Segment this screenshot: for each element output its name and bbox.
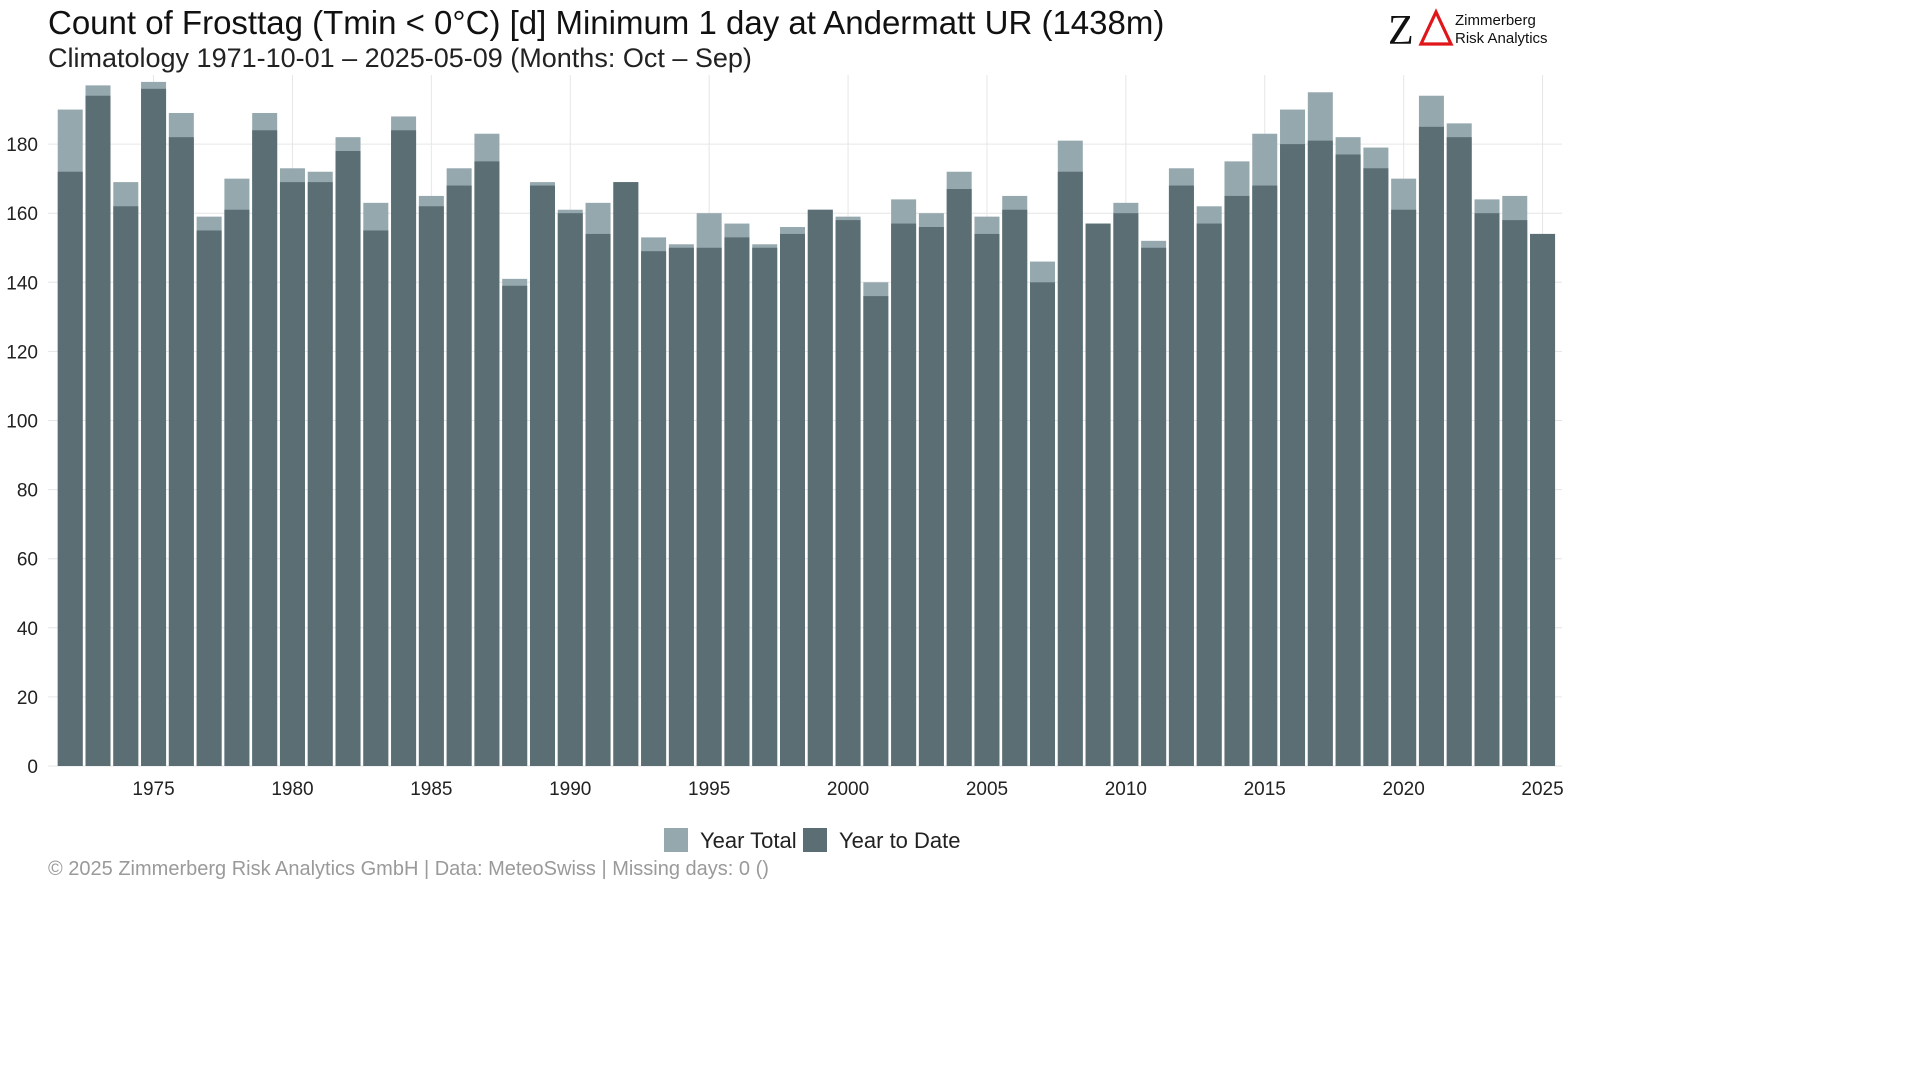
bar-year-to-date bbox=[1224, 195, 1250, 767]
bar-year-to-date bbox=[1418, 126, 1444, 766]
y-tick-label: 120 bbox=[6, 342, 38, 363]
y-tick-label: 60 bbox=[17, 550, 38, 571]
bar-year-to-date bbox=[752, 247, 778, 766]
footer-caption: © 2025 Zimmerberg Risk Analytics GmbH | … bbox=[48, 858, 769, 880]
bar-year-to-date bbox=[807, 209, 833, 766]
chart: Count of Frosttag (Tmin < 0°C) [d] Minim… bbox=[6, 4, 1563, 880]
bar-year-to-date bbox=[585, 233, 611, 766]
bar-year-to-date bbox=[641, 251, 667, 766]
bar-year-to-date bbox=[1307, 140, 1333, 766]
bar-year-to-date bbox=[696, 247, 722, 766]
bar-year-to-date bbox=[224, 209, 250, 766]
bar-year-to-date bbox=[1085, 223, 1111, 766]
y-tick-label: 140 bbox=[6, 273, 38, 294]
y-tick-label: 20 bbox=[17, 688, 38, 709]
bar-year-to-date bbox=[668, 247, 694, 766]
x-tick-label: 2005 bbox=[966, 779, 1008, 800]
x-tick-label: 2015 bbox=[1244, 779, 1286, 800]
y-tick-label: 0 bbox=[27, 757, 38, 778]
y-tick-label: 40 bbox=[17, 619, 38, 640]
bar-year-to-date bbox=[1363, 168, 1389, 766]
bar-year-to-date bbox=[529, 185, 555, 766]
legend: Year Total Year to Date bbox=[664, 828, 961, 853]
x-tick-label: 1975 bbox=[132, 779, 174, 800]
bar-year-to-date bbox=[1252, 185, 1278, 766]
x-tick-label: 1980 bbox=[271, 779, 313, 800]
bar-year-to-date bbox=[724, 237, 750, 766]
bar-year-to-date bbox=[1502, 220, 1528, 767]
bar-year-to-date bbox=[1446, 137, 1472, 766]
bar-year-to-date bbox=[307, 182, 333, 767]
bar-year-to-date bbox=[252, 130, 278, 766]
bar-year-to-date bbox=[1002, 209, 1028, 766]
bar-year-to-date bbox=[446, 185, 472, 766]
legend-swatch-year-to-date bbox=[803, 828, 827, 852]
y-tick-label: 160 bbox=[6, 204, 38, 225]
bar-year-to-date bbox=[974, 233, 1000, 766]
bar-year-to-date bbox=[391, 130, 417, 766]
y-tick-label: 180 bbox=[6, 135, 38, 156]
bar-year-to-date bbox=[946, 189, 972, 766]
bars-year-to-date bbox=[57, 88, 1556, 767]
bar-year-to-date bbox=[1391, 209, 1417, 766]
bar-year-to-date bbox=[779, 233, 805, 766]
x-tick-label: 2010 bbox=[1105, 779, 1147, 800]
bar-year-to-date bbox=[1280, 144, 1306, 767]
bar-year-to-date bbox=[835, 220, 861, 767]
chart-title: Count of Frosttag (Tmin < 0°C) [d] Minim… bbox=[48, 4, 1164, 41]
bar-year-to-date bbox=[113, 206, 139, 767]
bar-year-to-date bbox=[1030, 282, 1056, 766]
bar-year-to-date bbox=[1168, 185, 1194, 766]
legend-swatch-year-total bbox=[664, 828, 688, 852]
bar-year-to-date bbox=[613, 182, 639, 767]
y-axis: 0 20 40 60 80 100 120 140 160 180 bbox=[6, 135, 38, 778]
bar-year-to-date bbox=[1141, 247, 1167, 766]
logo-line1: Zimmerberg bbox=[1455, 12, 1536, 29]
bar-year-to-date bbox=[1196, 223, 1222, 766]
bar-year-to-date bbox=[474, 161, 500, 766]
bar-year-to-date bbox=[918, 227, 944, 766]
bar-year-to-date bbox=[502, 285, 528, 766]
bar-year-to-date bbox=[57, 171, 83, 767]
bar-year-to-date bbox=[363, 230, 389, 767]
bar-year-to-date bbox=[557, 213, 583, 766]
bar-year-to-date bbox=[1057, 171, 1083, 767]
x-tick-label: 1995 bbox=[688, 779, 730, 800]
bar-year-to-date bbox=[891, 223, 917, 766]
x-tick-label: 2020 bbox=[1383, 779, 1425, 800]
legend-label-year-total: Year Total bbox=[700, 828, 797, 853]
bar-year-to-date bbox=[85, 95, 111, 767]
bar-year-to-date bbox=[196, 230, 222, 767]
legend-label-year-to-date: Year to Date bbox=[839, 828, 961, 853]
x-tick-label: 1990 bbox=[549, 779, 591, 800]
bar-year-to-date bbox=[335, 151, 361, 766]
bar-year-to-date bbox=[1113, 213, 1139, 766]
logo-line2: Risk Analytics bbox=[1455, 30, 1548, 47]
bar-year-to-date bbox=[1474, 213, 1500, 766]
bar-year-to-date bbox=[418, 206, 444, 767]
logo-z-glyph: Z bbox=[1388, 8, 1414, 54]
chart-subtitle: Climatology 1971-10-01 – 2025-05-09 (Mon… bbox=[48, 43, 752, 73]
bar-year-to-date bbox=[279, 182, 305, 767]
bar-year-to-date bbox=[1335, 154, 1361, 767]
x-tick-label: 1985 bbox=[410, 779, 452, 800]
brand-logo: Z Zimmerberg Risk Analytics bbox=[1388, 8, 1548, 54]
x-axis: 1975 1980 1985 1990 1995 2000 2005 2010 2015 2020… bbox=[132, 779, 1563, 800]
bar-year-to-date bbox=[168, 137, 194, 766]
y-tick-label: 100 bbox=[6, 412, 38, 433]
x-tick-label: 2000 bbox=[827, 779, 869, 800]
y-tick-label: 80 bbox=[17, 481, 38, 502]
logo-delta-glyph bbox=[1418, 8, 1454, 46]
bar-year-to-date bbox=[1530, 233, 1556, 766]
x-tick-label: 2025 bbox=[1521, 779, 1563, 800]
bar-year-to-date bbox=[141, 88, 167, 766]
bar-year-to-date bbox=[863, 296, 889, 766]
